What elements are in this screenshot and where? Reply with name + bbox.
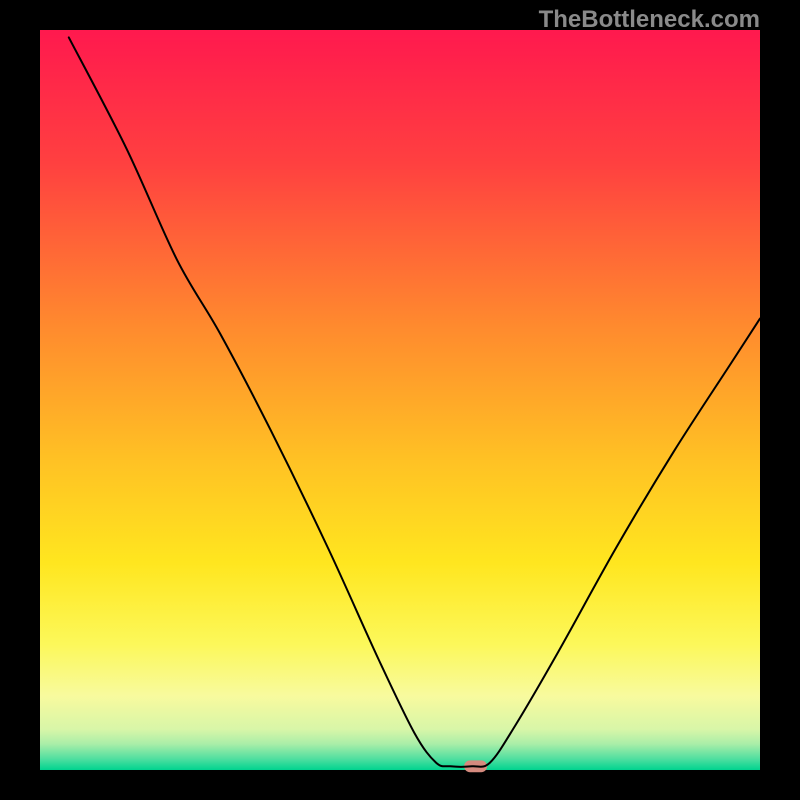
chart-stage: TheBottleneck.com	[0, 0, 800, 800]
bottleneck-chart	[0, 0, 800, 800]
plot-background	[40, 30, 760, 770]
